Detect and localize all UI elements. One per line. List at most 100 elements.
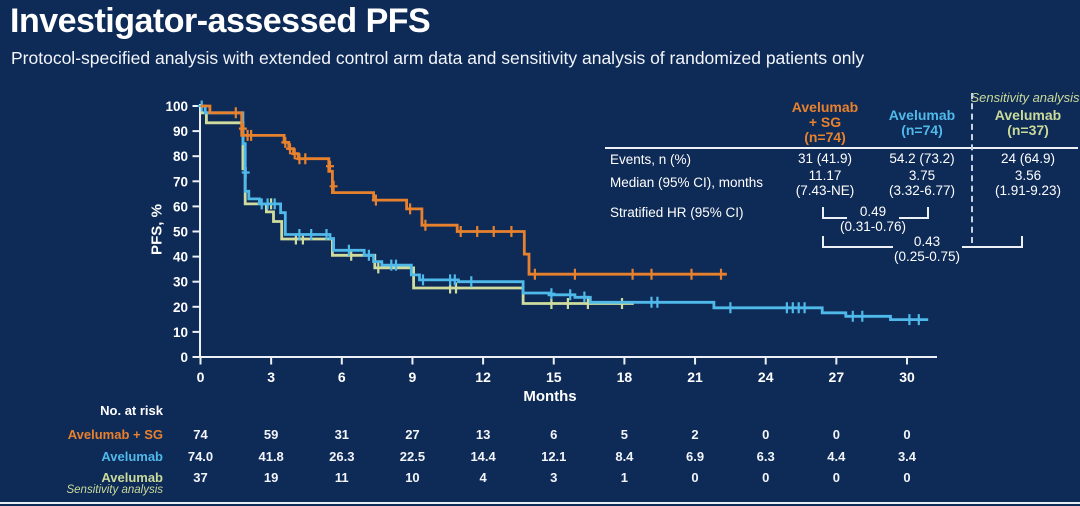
stats-events-avelumab-sensitivity: 24 (64.9) [1000,151,1056,166]
x-tick-label: 15 [546,369,562,385]
censor-mark-avelumab_sensitivity [563,298,572,309]
censor-mark-avelumab [905,314,914,326]
risk-value: 6.9 [686,449,705,464]
censor-mark-avelumab_sg [570,268,579,280]
stats-row-label-events: Events, n (%) [610,152,692,167]
censor-mark-avelumab_sg [717,268,725,280]
censor-mark-avelumab [858,310,867,322]
x-tick-label: 0 [197,369,205,385]
censor-mark-avelumab_sg [456,226,465,237]
censor-mark-avelumab_sg [421,219,430,231]
censor-mark-avelumab [307,229,316,240]
x-tick-label: 30 [899,369,915,385]
censor-mark-avelumab [450,274,459,286]
censor-mark-avelumab_sg [687,268,696,280]
risk-row-label: Avelumab + SG [67,427,163,442]
risk-row-label: Avelumab [101,449,163,464]
km-series-avelumab [197,100,929,326]
risk-value: 74 [193,427,208,442]
censor-mark-avelumab [848,310,857,322]
risk-row-sublabel: Sensitivity analysis [66,484,163,496]
risk-value: 5 [620,427,628,442]
censor-mark-avelumab [392,259,400,271]
censor-mark-avelumab_sensitivity [374,262,383,274]
censor-mark-avelumab_sensitivity [547,298,556,309]
risk-value: 12.1 [541,449,567,464]
stats-col-header-avelumab-sensitivity: Avelumab (n=37) [994,107,1062,138]
x-tick-label: 27 [829,369,845,385]
risk-value: 4 [479,470,487,485]
risk-value: 41.8 [258,449,284,464]
y-tick-label: 0 [180,350,188,365]
y-tick-label: 70 [173,174,188,189]
stats-events-avelumab-sg: 31 (41.9) [797,151,853,166]
risk-value: 1 [620,470,628,485]
x-tick-label: 3 [267,369,275,385]
risk-value: 0 [832,427,840,442]
bottom-rule [0,502,1080,504]
stats-col-header-avelumab: Avelumab (n=74) [888,107,956,138]
censor-mark-avelumab [419,274,427,286]
censor-mark-avelumab_sg [371,194,380,206]
censor-mark-avelumab_sg [247,129,256,141]
risk-value: 31 [334,427,350,442]
risk-value: 11 [334,470,349,485]
censor-mark-avelumab [263,198,272,210]
risk-value: 6 [550,427,558,442]
risk-value: 37 [193,470,208,485]
stats-header-rule [605,147,1078,149]
censor-mark-avelumab_sg [628,268,637,280]
y-tick-label: 10 [173,325,188,340]
censor-mark-avelumab_sg [231,107,240,119]
risk-value: 0 [903,470,911,485]
hr-bracket-svg [822,207,1023,248]
censor-mark-avelumab [467,276,476,288]
censor-mark-avelumab [914,314,923,326]
km-series-avelumab_sg [200,104,727,280]
censor-mark-avelumab_sensitivity [452,282,460,294]
sensitivity-divider-dashed [971,93,973,243]
risk-value: 0 [762,470,770,485]
risk-value: 74.0 [187,449,214,464]
censor-mark-avelumab [800,302,809,314]
stats-col-header-avelumab-sg: Avelumab + SG (n=74) [791,99,859,145]
censor-mark-avelumab_sg [406,203,415,215]
risk-value: 0 [903,427,911,442]
risk-table-title: No. at risk [100,403,163,418]
y-tick-label: 80 [173,149,188,164]
censor-mark-avelumab [726,302,735,314]
risk-value: 22.5 [399,449,426,464]
y-tick-label: 50 [173,225,188,240]
censor-mark-avelumab [547,288,556,300]
risk-value: 8.4 [615,449,634,464]
censor-mark-avelumab_sg [647,268,656,280]
risk-value: 10 [405,470,420,485]
x-axis-title: Months [523,388,577,405]
risk-value: 19 [263,470,279,485]
censor-mark-avelumab_sg [286,143,294,155]
risk-value: 59 [263,427,279,442]
censor-mark-avelumab_sg [329,180,338,192]
y-tick-label: 20 [173,300,188,315]
stats-events-avelumab: 54.2 (73.2) [889,151,955,166]
risk-value: 0 [832,470,840,485]
x-tick-label: 6 [338,369,346,385]
censor-mark-avelumab [295,229,304,240]
x-tick-label: 21 [687,369,703,385]
page-subtitle: Protocol-specified analysis with extende… [11,48,865,68]
y-tick-label: 30 [173,275,188,290]
hr-outer-ci: (0.25-0.75) [893,249,961,264]
censor-mark-avelumab [653,296,662,308]
risk-value: 6.3 [756,449,775,464]
censor-mark-avelumab [322,229,331,240]
censor-mark-avelumab_sg [530,268,539,280]
page-title: Investigator-assessed PFS [10,2,431,40]
censor-mark-avelumab [241,167,250,178]
y-tick-label: 60 [173,199,188,214]
censor-mark-avelumab_sg [301,153,310,165]
censor-mark-avelumab_sg [281,136,290,148]
censor-mark-avelumab [364,249,373,261]
stats-row-label-hr: Stratified HR (95% CI) [610,205,744,220]
